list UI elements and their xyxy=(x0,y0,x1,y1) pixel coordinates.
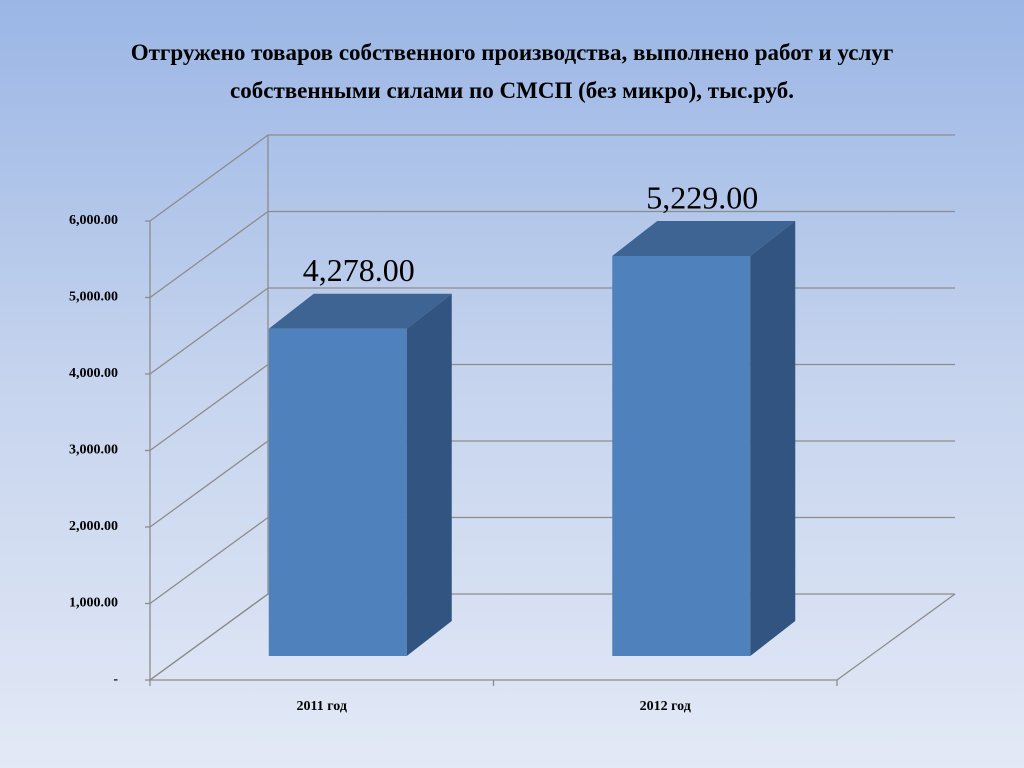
grid-line xyxy=(149,210,955,299)
chart-title: Отгружено товаров собственного производс… xyxy=(130,40,894,103)
bar-side xyxy=(406,293,452,656)
bar-front xyxy=(612,255,751,656)
bar-top xyxy=(612,220,796,256)
y-tick-label: 6,000.00 xyxy=(69,213,118,228)
y-tick-label: - xyxy=(113,672,118,687)
bar-top xyxy=(268,293,452,329)
y-tick-label: 1,000.00 xyxy=(69,596,118,611)
y-tick-label: 4,000.00 xyxy=(69,366,118,381)
bar xyxy=(612,220,796,656)
bar-front xyxy=(268,328,407,656)
value-label: 4,278.00 xyxy=(303,252,415,288)
value-label: 5,229.00 xyxy=(646,179,758,215)
y-tick-label: 2,000.00 xyxy=(69,519,118,534)
grid-line xyxy=(149,134,955,222)
y-tick-label: 5,000.00 xyxy=(69,290,118,305)
bar xyxy=(268,293,452,656)
x-tick-label: 2011 год xyxy=(297,699,347,714)
x-tick-label: 2012 год xyxy=(640,699,691,714)
y-tick-label: 3,000.00 xyxy=(69,443,118,458)
bar-side xyxy=(750,220,796,656)
